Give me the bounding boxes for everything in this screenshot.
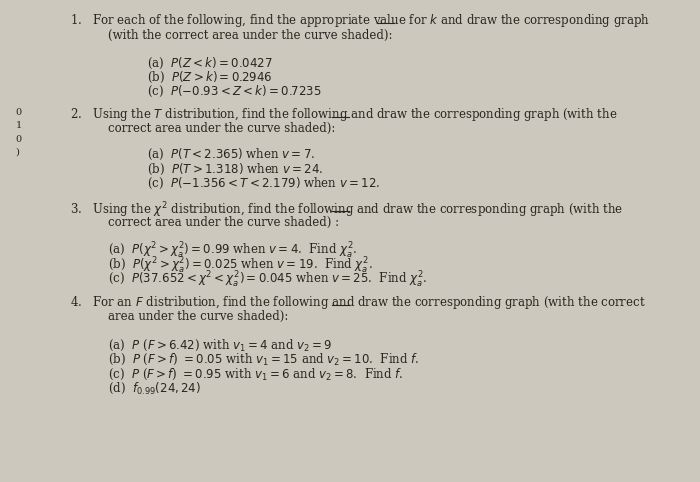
Text: correct area under the curve shaded):: correct area under the curve shaded): — [108, 122, 336, 135]
Text: (b)  $P(Z > k) = 0.2946$: (b) $P(Z > k) = 0.2946$ — [147, 70, 272, 85]
Text: 4.   For an $F$ distribution, find the following and draw the corresponding grap: 4. For an $F$ distribution, find the fol… — [70, 294, 645, 311]
Text: area under the curve shaded):: area under the curve shaded): — [108, 310, 289, 323]
Text: ): ) — [15, 148, 20, 157]
Text: 2.   Using the $T$ distribution, find the following and draw the corresponding g: 2. Using the $T$ distribution, find the … — [70, 106, 617, 123]
Text: 1: 1 — [15, 121, 22, 131]
Text: (a)  $P(T < 2.365)$ when $v = 7$.: (a) $P(T < 2.365)$ when $v = 7$. — [147, 147, 315, 162]
Text: (a)  $P(\chi^2 > \chi_a^2) = 0.99$ when $v = 4$.  Find $\chi_a^2$.: (a) $P(\chi^2 > \chi_a^2) = 0.99$ when $… — [108, 241, 358, 261]
Text: 1.   For each of the following, find the appropriate value for $k$ and draw the : 1. For each of the following, find the a… — [70, 12, 650, 29]
Text: correct area under the curve shaded) :: correct area under the curve shaded) : — [108, 216, 340, 229]
Text: (c)  $P(37.652 < \chi^2 < \chi_a^2) = 0.045$ when $v = 25$.  Find $\chi_a^2$.: (c) $P(37.652 < \chi^2 < \chi_a^2) = 0.0… — [108, 270, 428, 290]
Text: 0: 0 — [15, 135, 22, 144]
Text: 0: 0 — [15, 108, 22, 118]
Text: 3.   Using the $\chi^2$ distribution, find the following and draw the correspond: 3. Using the $\chi^2$ distribution, find… — [70, 200, 623, 220]
Text: (d)  $f_{0.99}(24, 24)$: (d) $f_{0.99}(24, 24)$ — [108, 381, 202, 396]
Text: (with the correct area under the curve shaded):: (with the correct area under the curve s… — [108, 29, 393, 42]
Text: (b)  $P(T > 1.318)$ when $v = 24$.: (b) $P(T > 1.318)$ when $v = 24$. — [147, 161, 323, 176]
Text: (c)  $P(-1.356 < T < 2.179)$ when $v = 12$.: (c) $P(-1.356 < T < 2.179)$ when $v = 12… — [147, 176, 380, 191]
Text: (a)  $P$ ($F > 6.42$) with $v_1 = 4$ and $v_2 = 9$: (a) $P$ ($F > 6.42$) with $v_1 = 4$ and … — [108, 337, 332, 353]
Text: (b)  $P(\chi^2 > \chi_a^2) = 0.025$ when $v = 19$.  Find $\chi_a^2$.: (b) $P(\chi^2 > \chi_a^2) = 0.025$ when … — [108, 255, 373, 276]
Text: (a)  $P(Z < k) = 0.0427$: (a) $P(Z < k) = 0.0427$ — [147, 55, 273, 70]
Text: (c)  $P(-0.93 < Z < k) = 0.7235$: (c) $P(-0.93 < Z < k) = 0.7235$ — [147, 84, 322, 99]
Text: (b)  $P$ ($F > f$) $= 0.05$ with $v_1 = 15$ and $v_2 = 10$.  Find $f$.: (b) $P$ ($F > f$) $= 0.05$ with $v_1 = 1… — [108, 352, 420, 367]
Text: (c)  $P$ ($F > f$) $= 0.95$ with $v_1 = 6$ and $v_2 = 8$.  Find $f$.: (c) $P$ ($F > f$) $= 0.95$ with $v_1 = 6… — [108, 366, 404, 382]
